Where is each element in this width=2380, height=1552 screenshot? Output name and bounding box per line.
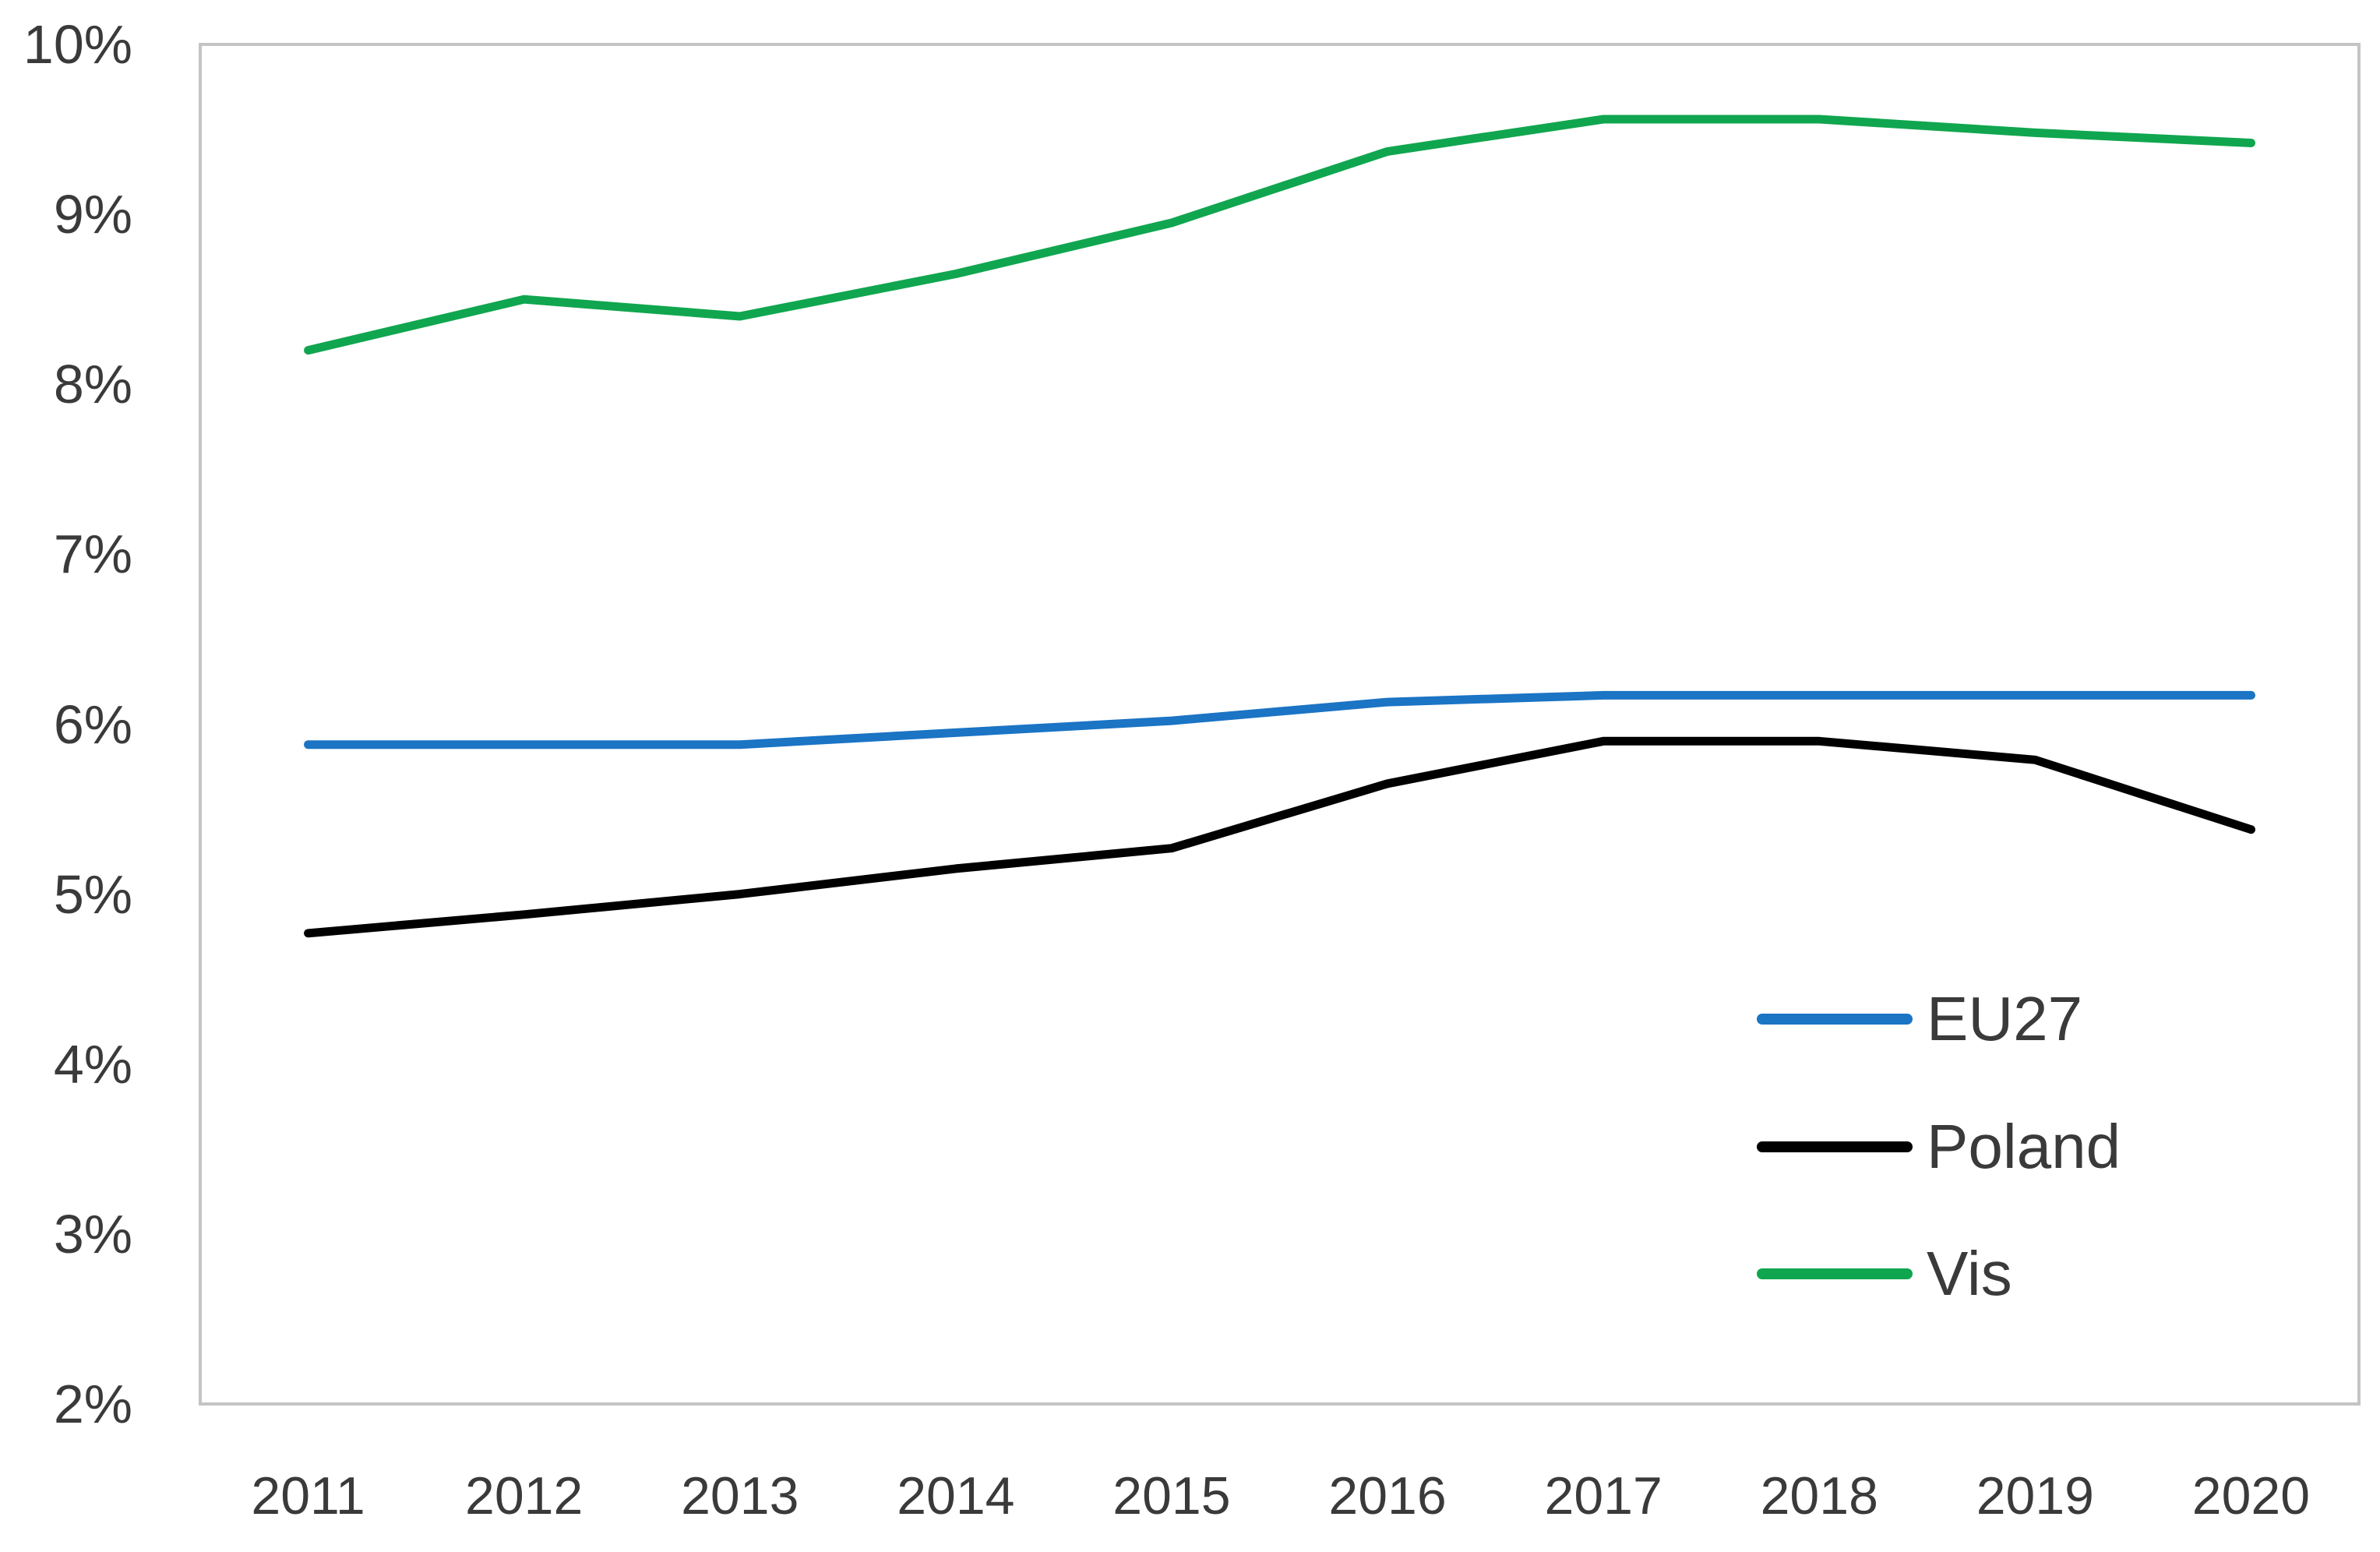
- legend-line-swatch-vis: [1757, 1268, 1913, 1279]
- x-axis-tick-label: 2017: [1544, 1466, 1662, 1526]
- y-axis-tick-label: 3%: [53, 1203, 132, 1265]
- y-axis-tick-label: 8%: [53, 354, 132, 415]
- legend-label-poland: Poland: [1927, 1112, 2121, 1181]
- legend-line-swatch-poland: [1757, 1141, 1913, 1152]
- x-axis-tick-label: 2013: [681, 1466, 799, 1526]
- x-axis-tick-label: 2012: [465, 1466, 584, 1526]
- y-axis-tick-label: 5%: [53, 863, 132, 925]
- y-axis-tick-label: 2%: [53, 1374, 132, 1434]
- y-axis-tick-label: 9%: [53, 184, 132, 245]
- legend-label-eu27: EU27: [1927, 984, 2083, 1053]
- plot-area: [199, 43, 2361, 1406]
- y-axis-tick-label: 7%: [53, 524, 132, 585]
- x-axis-tick-label: 2020: [2191, 1466, 2311, 1526]
- legend-entry-eu27: EU27: [1757, 972, 2082, 1066]
- x-axis-tick-label: 2016: [1328, 1466, 1447, 1526]
- legend-entry-poland: Poland: [1757, 1100, 2121, 1194]
- legend-label-vis: Vis: [1927, 1239, 2012, 1308]
- x-axis-tick-label: 2019: [1976, 1466, 2094, 1526]
- y-axis-tick-label: 10%: [23, 14, 132, 75]
- x-axis-tick-label: 2011: [251, 1466, 365, 1526]
- legend-entry-vis: Vis: [1757, 1227, 2012, 1321]
- y-axis-tick-label: 4%: [53, 1033, 132, 1095]
- legend-line-swatch-eu27: [1757, 1014, 1913, 1025]
- x-axis-tick-label: 2018: [1760, 1466, 1878, 1526]
- y-axis-tick-label: 6%: [53, 693, 132, 755]
- x-axis-tick-label: 2015: [1112, 1466, 1231, 1526]
- x-axis-tick-label: 2014: [897, 1466, 1015, 1526]
